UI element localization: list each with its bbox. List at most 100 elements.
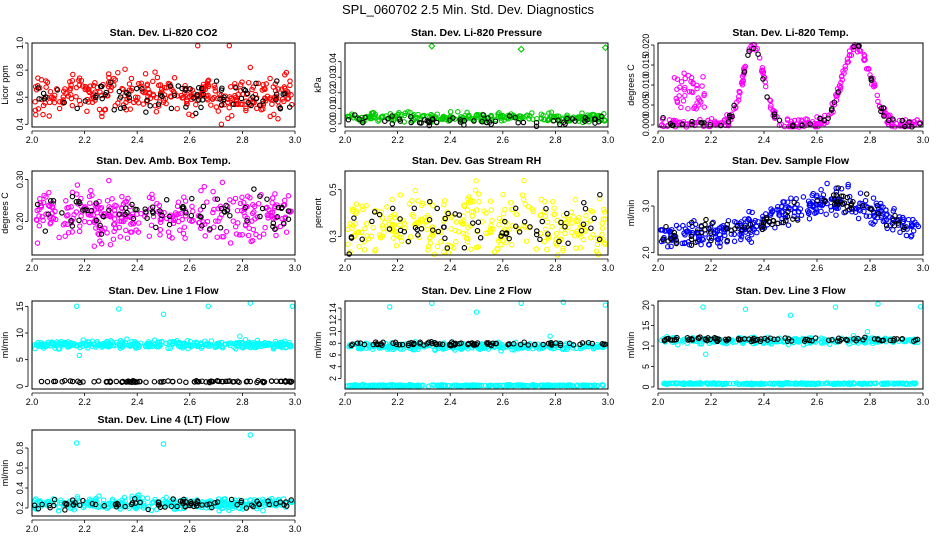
data-point [230, 218, 236, 224]
data-point [174, 105, 180, 112]
data-point [844, 381, 851, 387]
x-tick-label: 2.6 [184, 135, 197, 145]
series-outliers [73, 432, 254, 447]
data-point [820, 192, 827, 198]
data-point [549, 198, 556, 205]
data-point [910, 380, 917, 387]
data-point [105, 71, 112, 77]
data-point [819, 202, 825, 209]
series-primary [344, 177, 608, 258]
data-point [183, 104, 189, 110]
data-point [495, 382, 501, 389]
data-point [871, 80, 877, 87]
data-point [98, 231, 105, 237]
data-point [351, 215, 357, 221]
data-point [828, 203, 834, 210]
data-point [688, 236, 695, 243]
data-point [155, 82, 162, 89]
data-point [518, 300, 524, 307]
data-point [838, 79, 844, 86]
data-point [49, 204, 55, 210]
data-point [87, 200, 93, 206]
data-point [104, 230, 110, 236]
data-point [132, 496, 138, 502]
data-point [425, 243, 432, 250]
data-point [734, 222, 741, 229]
data-point [731, 102, 737, 109]
data-point [376, 211, 383, 218]
data-point [86, 193, 93, 200]
data-point [175, 83, 182, 89]
data-point [887, 337, 894, 344]
data-point [361, 247, 368, 253]
data-point [602, 302, 609, 308]
data-point [732, 226, 738, 232]
data-point [98, 92, 105, 99]
plot-frame [31, 42, 296, 128]
data-point [80, 337, 86, 343]
data-point [716, 232, 723, 238]
data-point [673, 380, 680, 387]
data-point [588, 234, 594, 241]
y-tick-label: 3.0 [641, 200, 651, 213]
data-point [105, 83, 112, 90]
data-point [452, 341, 459, 348]
data-point [220, 96, 227, 103]
data-point [46, 113, 52, 119]
data-point [204, 80, 211, 86]
data-point [184, 337, 191, 344]
figure-title: SPL_060702 2.5 Min. Std. Dev. Diagnostic… [342, 2, 594, 17]
data-point [113, 378, 120, 385]
data-point [154, 200, 160, 207]
data-point [688, 219, 695, 226]
data-point [237, 333, 243, 339]
data-point [878, 105, 885, 112]
data-point [80, 497, 86, 504]
data-point [835, 185, 841, 191]
data-point [190, 95, 197, 101]
data-point [827, 380, 833, 387]
data-point [521, 382, 527, 389]
data-point [79, 83, 86, 89]
data-point [475, 191, 482, 197]
data-point [393, 341, 400, 348]
data-point [553, 230, 560, 237]
data-point [115, 69, 121, 76]
data-point [509, 382, 515, 389]
data-point [87, 83, 94, 89]
data-point [698, 223, 705, 229]
data-point [674, 76, 681, 82]
data-point [597, 191, 603, 198]
panel-title: Stan. Dev. Li-820 CO2 [110, 27, 218, 39]
data-point [285, 193, 292, 199]
data-point [130, 215, 137, 222]
data-point [67, 378, 74, 384]
data-point [257, 504, 263, 510]
data-point [533, 123, 540, 130]
data-point [822, 380, 828, 387]
series-baseline [661, 379, 919, 388]
data-point [212, 88, 219, 94]
data-point [153, 224, 159, 231]
data-point [787, 312, 794, 319]
data-point [152, 496, 158, 503]
data-point [284, 503, 290, 509]
data-point [538, 111, 545, 117]
data-point [863, 213, 870, 219]
data-point [857, 48, 864, 54]
data-point [515, 382, 522, 389]
data-point [838, 186, 845, 192]
data-point [682, 84, 688, 91]
data-point [834, 338, 841, 344]
data-point [94, 338, 100, 345]
data-point [101, 503, 107, 509]
x-tick-label: 2.2 [391, 135, 404, 145]
data-point [269, 101, 275, 107]
panel-title: Stan. Dev. Gas Stream RH [412, 155, 541, 167]
y-tick-label: 0.3 [328, 230, 338, 243]
data-point [76, 217, 82, 224]
data-point [498, 242, 504, 248]
data-point [689, 118, 695, 125]
data-point [709, 381, 715, 387]
